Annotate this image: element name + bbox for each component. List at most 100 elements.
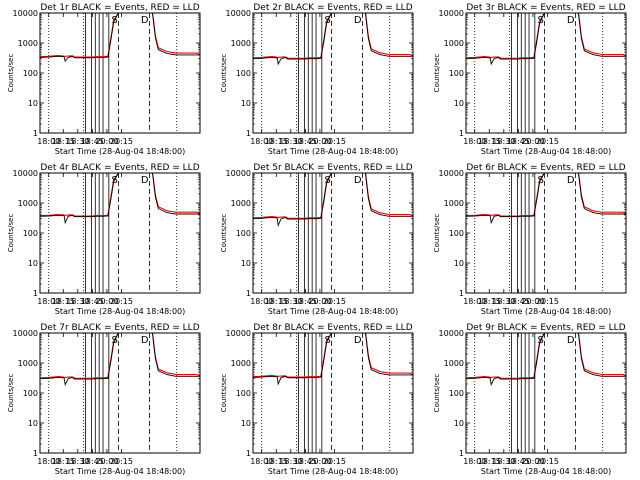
plot-frame xyxy=(465,12,627,134)
x-axis-label: Start Time (28-Aug-04 18:48:00) xyxy=(268,147,399,156)
y-tick-label: 10 xyxy=(454,99,464,108)
x-tick-label: 18:00 xyxy=(37,137,60,146)
y-tick-label: 1 xyxy=(459,129,464,138)
x-tick-label: 20:15 xyxy=(110,457,133,466)
x-tick-label: 20:15 xyxy=(323,297,346,306)
panel-title: Det 4r BLACK = Events, RED = LLD xyxy=(40,163,199,173)
annotation-s: S xyxy=(324,15,330,26)
x-tick-label: 18:30 xyxy=(66,457,89,466)
detector-panel-7: Det 7r BLACK = Events, RED = LLD 1 10 100 10… xyxy=(7,323,201,476)
y-tick-label: 10 xyxy=(28,99,38,108)
y-axis-label: Counts/sec xyxy=(433,374,441,413)
y-tick-label: 1 xyxy=(246,129,251,138)
events-series-line xyxy=(39,12,200,63)
y-tick-label: 10000 xyxy=(226,329,251,338)
detector-panel-1: Det 1r BLACK = Events, RED = LLD 1 10 100 10… xyxy=(7,3,201,156)
x-tick-label: 18:30 xyxy=(492,457,515,466)
y-tick-label: 100 xyxy=(236,229,251,238)
x-tick-label: 18:00 xyxy=(463,297,486,306)
x-axis-label: Start Time (28-Aug-04 18:48:00) xyxy=(268,467,399,476)
x-tick-label: 18:30 xyxy=(66,137,89,146)
x-tick-label: 18:15 xyxy=(265,457,288,466)
x-tick-label: 18:45 xyxy=(294,457,317,466)
x-tick-label: 18:15 xyxy=(265,137,288,146)
annotation-s: S xyxy=(324,335,330,346)
lld-series-line xyxy=(39,12,201,58)
y-tick-label: 10 xyxy=(241,259,251,268)
y-tick-label: 1 xyxy=(459,289,464,298)
x-tick-label: 18:30 xyxy=(492,137,515,146)
annotation-s: S xyxy=(324,175,330,186)
annotation-s: S xyxy=(111,175,117,186)
x-tick-label: 18:45 xyxy=(507,297,530,306)
lld-series-line xyxy=(39,332,201,379)
x-axis-label: Start Time (28-Aug-04 18:48:00) xyxy=(481,307,612,316)
x-tick-label: 20:00 xyxy=(95,457,118,466)
annotation-s: S xyxy=(537,15,543,26)
x-tick-label: 18:00 xyxy=(37,297,60,306)
panel-title: Det 2r BLACK = Events, RED = LLD xyxy=(253,3,412,13)
annotation-s: S xyxy=(111,335,117,346)
y-axis-label: Counts/sec xyxy=(433,214,441,253)
x-tick-label: 18:30 xyxy=(66,297,89,306)
x-axis-label: Start Time (28-Aug-04 18:48:00) xyxy=(268,307,399,316)
y-tick-label: 10000 xyxy=(226,9,251,18)
detector-panel-8: Det 8r BLACK = Events, RED = LLD 1 10 100 10… xyxy=(220,323,414,476)
x-tick-label: 18:30 xyxy=(279,137,302,146)
y-tick-label: 10000 xyxy=(13,169,38,178)
y-tick-label: 10000 xyxy=(13,329,38,338)
x-tick-label: 18:15 xyxy=(52,297,75,306)
x-tick-label: 18:45 xyxy=(507,137,530,146)
x-tick-label: 18:15 xyxy=(478,457,501,466)
x-tick-label: 20:15 xyxy=(536,297,559,306)
panel-title: Det 7r BLACK = Events, RED = LLD xyxy=(40,323,199,333)
x-tick-label: 18:00 xyxy=(250,137,273,146)
y-tick-label: 10000 xyxy=(439,9,464,18)
annotation-s: S xyxy=(537,175,543,186)
detector-panel-4: Det 4r BLACK = Events, RED = LLD 1 10 100 10… xyxy=(7,163,201,316)
annotation-d: D xyxy=(567,335,575,346)
y-tick-label: 1 xyxy=(33,129,38,138)
y-tick-label: 1000 xyxy=(444,359,464,368)
y-tick-label: 10 xyxy=(454,259,464,268)
y-tick-label: 1000 xyxy=(18,359,38,368)
y-tick-label: 10000 xyxy=(439,169,464,178)
y-tick-label: 10 xyxy=(454,419,464,428)
lld-series-line xyxy=(465,172,627,217)
x-tick-label: 18:45 xyxy=(507,457,530,466)
x-tick-label: 18:45 xyxy=(294,297,317,306)
x-tick-label: 18:15 xyxy=(478,137,501,146)
y-tick-label: 100 xyxy=(236,389,251,398)
y-tick-label: 1000 xyxy=(231,359,251,368)
panel-title: Det 5r BLACK = Events, RED = LLD xyxy=(253,163,412,173)
y-axis-label: Counts/sec xyxy=(433,54,441,93)
y-tick-label: 100 xyxy=(23,229,38,238)
lld-series-line xyxy=(252,12,414,59)
plot-frame xyxy=(252,172,414,294)
plot-frame xyxy=(39,332,201,454)
lld-series-line xyxy=(252,332,414,378)
y-tick-label: 1000 xyxy=(444,39,464,48)
x-tick-label: 20:00 xyxy=(308,457,331,466)
y-axis-label: Counts/sec xyxy=(220,54,228,93)
y-tick-label: 100 xyxy=(449,69,464,78)
x-axis-label: Start Time (28-Aug-04 18:48:00) xyxy=(481,467,612,476)
x-tick-label: 20:15 xyxy=(323,137,346,146)
y-tick-label: 1 xyxy=(459,449,464,458)
plot-frame xyxy=(252,12,414,134)
x-tick-label: 20:00 xyxy=(308,137,331,146)
lld-series-line xyxy=(39,172,201,217)
x-tick-label: 18:45 xyxy=(81,297,104,306)
annotation-d: D xyxy=(354,175,362,186)
y-tick-label: 1000 xyxy=(231,199,251,208)
x-tick-label: 20:15 xyxy=(536,137,559,146)
annotation-s: S xyxy=(111,15,117,26)
panel-title: Det 3r BLACK = Events, RED = LLD xyxy=(466,3,625,13)
x-tick-label: 18:30 xyxy=(279,457,302,466)
y-tick-label: 10 xyxy=(28,259,38,268)
x-tick-label: 18:45 xyxy=(81,137,104,146)
lld-series-line xyxy=(465,12,627,59)
y-tick-label: 100 xyxy=(236,69,251,78)
x-axis-label: Start Time (28-Aug-04 18:48:00) xyxy=(55,307,186,316)
